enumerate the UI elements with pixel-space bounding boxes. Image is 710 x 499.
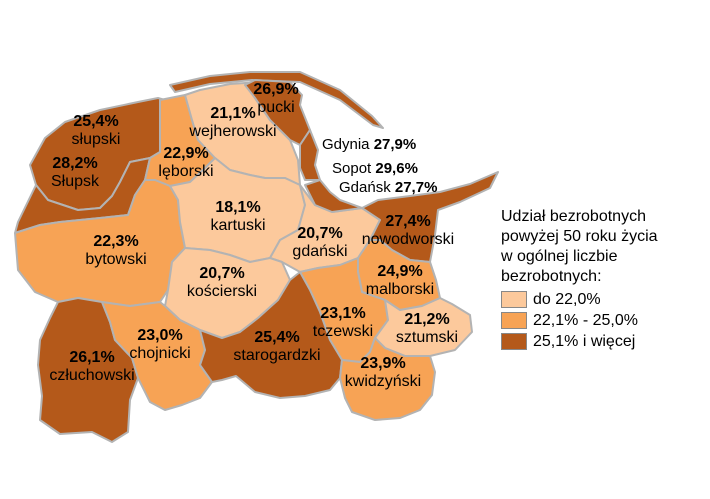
region-name-leborski: lęborski xyxy=(158,163,213,180)
region-value-chojnicki: 23,0% xyxy=(137,327,182,344)
region-value-leborski: 22,9% xyxy=(163,145,208,162)
region-name-koscierski: kościerski xyxy=(187,283,257,300)
legend-item-dark: 25,1% i więcej xyxy=(501,331,701,352)
legend-label: 22,1% - 25,0% xyxy=(533,311,638,329)
region-name-slupski: słupski xyxy=(72,131,121,148)
region-value-czluchowski: 26,1% xyxy=(69,349,114,366)
region-hel-peninsula xyxy=(169,71,384,129)
region-name-sztumski: sztumski xyxy=(396,329,458,346)
legend-item-medium: 22,1% - 25,0% xyxy=(501,310,701,331)
region-name-kwidzynski: kwidzyński xyxy=(345,373,421,390)
region-starogardzki xyxy=(199,271,343,399)
region-name-nowodworski: nowodworski xyxy=(362,231,454,248)
region-name-tczewski: tczewski xyxy=(313,323,373,340)
region-name-bytowski: bytowski xyxy=(85,251,146,268)
region-value-slupski: 25,4% xyxy=(73,113,118,130)
region-name-malborski: malborski xyxy=(366,281,434,298)
region-value-slupsk: 28,2% xyxy=(52,155,97,172)
city-name: Sopot xyxy=(332,160,375,177)
region-kwidzynski xyxy=(339,337,436,421)
region-name-kartuski: kartuski xyxy=(210,217,265,234)
legend-title-line: powyżej 50 roku życia xyxy=(501,228,658,245)
city-label-2: Gdańsk 27,7% xyxy=(339,179,437,196)
legend-label: do 22,0% xyxy=(533,290,601,308)
region-name-chojnicki: chojnicki xyxy=(129,345,190,362)
legend-label: 25,1% i więcej xyxy=(533,332,636,350)
city-value: 29,6% xyxy=(375,160,418,177)
city-value: 27,7% xyxy=(395,179,438,196)
legend-swatch xyxy=(501,333,527,350)
region-name-czluchowski: człuchowski xyxy=(49,367,134,384)
city-name: Gdańsk xyxy=(339,179,395,196)
legend-title: Udział bezrobotnych powyżej 50 roku życi… xyxy=(501,207,701,287)
legend-item-light: do 22,0% xyxy=(501,289,701,310)
region-name-wejherowski: wejherowski xyxy=(188,123,276,140)
legend-title-line: w ogólnej liczbie xyxy=(501,248,618,265)
region-name-gdanski: gdański xyxy=(292,243,347,260)
city-name: Gdynia xyxy=(322,136,374,153)
region-chojnicki xyxy=(101,301,213,411)
region-value-bytowski: 22,3% xyxy=(93,233,138,250)
region-value-malborski: 24,9% xyxy=(377,263,422,280)
city-value: 27,9% xyxy=(374,136,417,153)
region-value-kwidzynski: 23,9% xyxy=(360,355,405,372)
legend: Udział bezrobotnych powyżej 50 roku życi… xyxy=(501,207,701,352)
region-name-pucki: pucki xyxy=(257,99,294,116)
region-value-gdanski: 20,7% xyxy=(297,225,342,242)
region-value-nowodworski: 27,4% xyxy=(385,213,430,230)
region-value-tczewski: 23,1% xyxy=(320,305,365,322)
region-value-kartuski: 18,1% xyxy=(215,199,260,216)
regions-layer xyxy=(14,71,499,443)
legend-title-line: Udział bezrobotnych xyxy=(501,208,646,225)
region-name-starogardzki: starogardzki xyxy=(233,347,320,364)
region-gdansk-coast xyxy=(304,179,363,213)
legend-swatch xyxy=(501,291,527,308)
region-value-starogardzki: 25,4% xyxy=(254,329,299,346)
city-labels: Gdynia 27,9% Sopot 29,6% Gdańsk 27,7% xyxy=(322,136,437,196)
region-labels: 26,9%pucki25,4%słupski28,2%Słupsk21,1%we… xyxy=(49,81,458,390)
city-label-1: Sopot 29,6% xyxy=(332,160,418,177)
legend-title-line: bezrobotnych: xyxy=(501,268,602,285)
region-name-slupsk: Słupsk xyxy=(51,173,100,190)
region-value-pucki: 26,9% xyxy=(253,81,298,98)
region-value-sztumski: 21,2% xyxy=(404,311,449,328)
region-gdynia-coast xyxy=(299,129,321,181)
legend-swatch xyxy=(501,312,527,329)
region-value-wejherowski: 21,1% xyxy=(210,105,255,122)
region-value-koscierski: 20,7% xyxy=(199,265,244,282)
city-label-0: Gdynia 27,9% xyxy=(322,136,416,153)
